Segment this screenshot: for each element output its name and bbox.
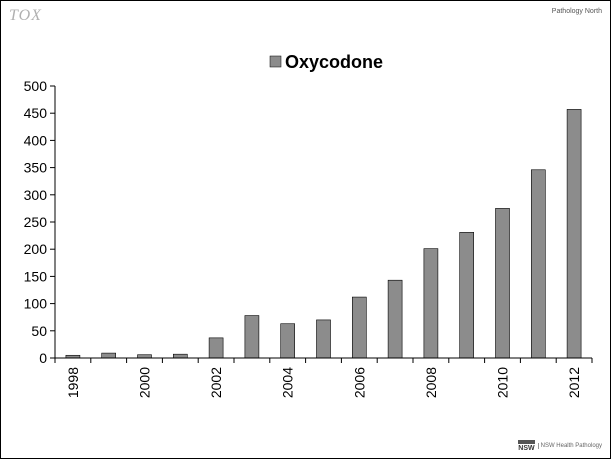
x-tick-label: 2002: [208, 367, 224, 398]
bar-2006: [351, 296, 367, 359]
bar-2010: [495, 208, 510, 359]
y-tick-label: 0: [39, 350, 47, 366]
legend-swatch: [269, 55, 282, 68]
nsw-health-logo: NSW NSW Health Pathology: [518, 440, 602, 452]
y-tick-label: 300: [24, 187, 48, 203]
nsw-health-logo-text: NSW Health Pathology: [537, 443, 602, 449]
y-tick-label: 50: [31, 323, 47, 339]
y-tick-label: 150: [24, 268, 48, 284]
pathology-north-logo: Pathology North: [542, 8, 602, 16]
bar-2009: [459, 232, 475, 359]
chart-legend: Oxycodone: [269, 52, 383, 72]
y-axis: 0 50 100 150 200 250 300 350 400 450 500: [24, 78, 56, 366]
x-tick-label: 2006: [351, 367, 367, 398]
x-tick-label: 2000: [137, 367, 153, 398]
bar-2011: [530, 169, 546, 359]
bar-2005: [316, 319, 331, 359]
y-tick-label: 250: [24, 214, 48, 230]
x-tick-label: 1998: [65, 367, 81, 398]
y-tick-label: 500: [24, 78, 48, 94]
y-tick-label: 400: [24, 132, 48, 148]
bar-2003: [244, 315, 260, 359]
x-tick-label: 2010: [495, 367, 511, 398]
legend-label: Oxycodone: [285, 52, 383, 72]
bar-2001: [173, 353, 188, 359]
x-tick-label: 2012: [566, 367, 582, 398]
bars: [65, 109, 582, 359]
pathology-north-logo-text: Pathology North: [551, 8, 602, 15]
bar-2004: [280, 323, 296, 359]
bar-2012: [566, 109, 582, 359]
tox-logo-text: TOX: [9, 7, 42, 24]
x-tick-label: 2004: [280, 367, 296, 398]
x-tick-label: 2008: [423, 367, 439, 398]
x-axis: 1998 2000 2002 2004 2006 2008 2010 2012: [54, 357, 593, 398]
tox-logo: TOX: [9, 7, 42, 25]
nsw-waratah-icon: NSW: [518, 440, 535, 452]
y-tick-label: 200: [24, 241, 48, 257]
bar-2002: [208, 337, 224, 359]
bar-2008: [423, 248, 439, 359]
y-tick-label: 100: [24, 296, 48, 312]
y-tick-label: 450: [24, 105, 48, 121]
bar-1999: [101, 352, 116, 359]
y-tick-label: 350: [24, 160, 48, 176]
bar-2007: [387, 279, 403, 359]
